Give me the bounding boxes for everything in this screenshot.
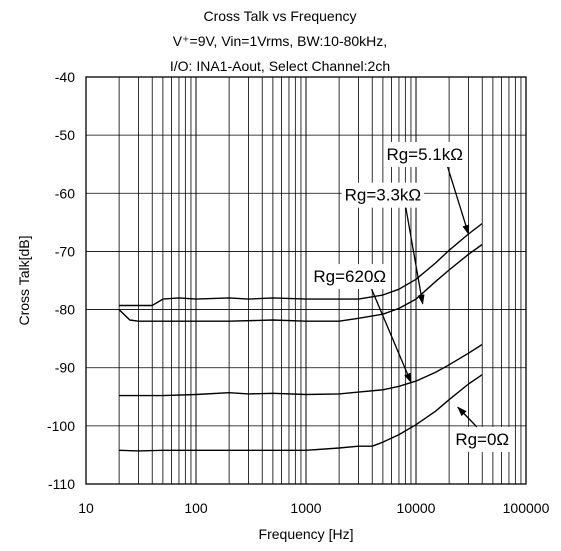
annotation-arrow [405, 207, 425, 305]
chart-title: Cross Talk vs Frequency V⁺=9V, Vin=1Vrms… [170, 8, 390, 74]
grid-lines [86, 77, 526, 484]
y-tick-label: -60 [55, 185, 75, 201]
annotation-label: Rg=0Ω [455, 430, 509, 449]
annotation-4: Rg=0Ω [452, 406, 513, 452]
y-tick-label: -40 [55, 69, 75, 85]
annotation-arrow [370, 288, 412, 384]
plot-frame [85, 76, 527, 485]
y-tick-label: -100 [47, 418, 75, 434]
series-line-3 [119, 343, 483, 397]
y-tick-label: -80 [55, 302, 75, 318]
y-tick-label: -110 [48, 476, 75, 492]
annotation-3: Rg=620Ω [310, 264, 412, 384]
title-line-1: Cross Talk vs Frequency [203, 8, 356, 24]
annotation-label: Rg=3.3kΩ [345, 186, 422, 205]
x-tick-label: 10 [78, 500, 94, 516]
series-lines [118, 222, 483, 452]
annotation-label-bg [383, 141, 466, 167]
series-line-1 [119, 222, 483, 307]
y-tick-label: -70 [55, 243, 75, 259]
annotation-arrow [447, 166, 470, 235]
y-tick-label: -50 [55, 127, 75, 143]
x-tick-label: 100000 [503, 500, 550, 516]
x-tick-label: 100 [184, 500, 208, 516]
annotation-arrow [457, 406, 478, 428]
y-tick-label: -90 [55, 360, 75, 376]
series-line-4 [119, 374, 483, 452]
annotation-label: Rg=5.1kΩ [386, 145, 463, 164]
title-line-2: V⁺=9V, Vin=1Vrms, BW:10-80kHz, [173, 33, 387, 49]
annotation-label-bg [310, 264, 390, 290]
annotation-label-bg [452, 426, 513, 452]
annotations: Rg=5.1kΩ Rg=3.3kΩ Rg=620Ω Rg=0Ω [310, 141, 513, 452]
tick-labels: 10 100 1000 10000 100000 -40 -50 -60 -70 -80 -90 -1… [47, 69, 550, 516]
annotation-1: Rg=5.1kΩ [383, 141, 470, 235]
title-line-3: I/O: INA1-Aout, Select Channel:2ch [170, 58, 390, 74]
x-tick-label: 10000 [397, 500, 436, 516]
x-tick-label: 1000 [290, 500, 321, 516]
annotation-label-bg [341, 182, 425, 208]
y-axis-label: Cross Talk[dB] [16, 236, 32, 326]
x-axis-label: Frequency [Hz] [259, 526, 354, 542]
series-line-2 [118, 243, 483, 322]
annotation-label: Rg=620Ω [313, 267, 386, 286]
annotation-2: Rg=3.3kΩ [341, 182, 425, 305]
